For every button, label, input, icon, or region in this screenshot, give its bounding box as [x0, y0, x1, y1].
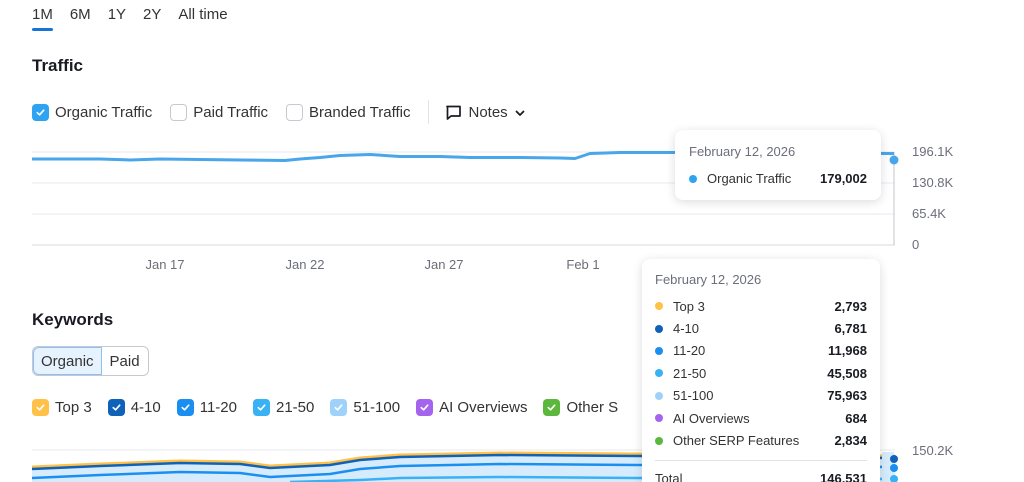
toggle-label: 11-20 [199, 399, 237, 416]
tooltip-value: 2,834 [834, 433, 867, 449]
11-20-dot-icon [655, 346, 663, 355]
checkbox-checked-icon[interactable] [107, 399, 125, 416]
tooltip-row: AI Overviews 684 [655, 407, 867, 429]
traffic-title: Traffic [32, 56, 84, 75]
traffic-tooltip: February 12, 2026 Organic Traffic 179,00… [675, 130, 881, 200]
tooltip-row: 4-10 6,781 [655, 317, 867, 339]
tooltip-total-label: Total [655, 470, 683, 482]
ai-overviews-dot-icon [655, 414, 663, 423]
y-tick: 130.8K [912, 175, 954, 190]
checkbox-unchecked-icon[interactable] [170, 103, 188, 121]
tooltip-row: Top 3 2,793 [655, 295, 867, 317]
tooltip-label: Top 3 [673, 298, 705, 314]
tooltip-label: Other SERP Features [673, 433, 800, 449]
toggle-label: 21-50 [276, 399, 315, 416]
toggle-21-50[interactable]: 21-50 [253, 399, 314, 416]
hover-point [889, 155, 899, 165]
keyword-series-toggles: Top 3 4-10 11-20 21-50 51-100 AI Overvie… [32, 399, 634, 416]
toggle-other-serp-features[interactable]: Other S [543, 399, 618, 416]
toggle-label: 51-100 [353, 399, 401, 416]
keywords-title: Keywords [32, 310, 114, 329]
period-tab-1y[interactable]: 1Y [107, 6, 127, 23]
tooltip-label: Organic Traffic [707, 171, 792, 186]
toggle-top-3[interactable]: Top 3 [32, 399, 92, 416]
tooltip-value: 75,963 [827, 388, 867, 404]
tooltip-row: 21-50 45,508 [655, 362, 867, 384]
tooltip-row: 51-100 75,963 [655, 385, 867, 407]
checkbox-checked-icon[interactable] [253, 399, 270, 416]
checkbox-checked-icon[interactable] [32, 103, 49, 121]
checkbox-checked-icon[interactable] [32, 399, 49, 416]
segment-paid[interactable]: Paid [109, 352, 140, 370]
toggle-label: Other S [566, 399, 619, 416]
comment-icon [446, 105, 462, 120]
toggle-ai-overviews[interactable]: AI Overviews [416, 399, 527, 416]
tooltip-value: 2,793 [834, 298, 867, 314]
tooltip-row: Other SERP Features 2,834 [655, 429, 867, 451]
other-serp-dot-icon [655, 436, 663, 445]
tooltip-total-row: Total 146,531 [655, 471, 867, 482]
toggle-paid-traffic[interactable]: Paid Traffic [170, 103, 269, 121]
checkbox-checked-icon[interactable] [543, 399, 561, 416]
y-tick: 0 [912, 237, 920, 252]
tooltip-label: AI Overviews [673, 410, 750, 426]
tooltip-label: 4-10 [673, 321, 700, 337]
toggle-label: Paid Traffic [193, 103, 269, 121]
51-100-dot-icon [655, 391, 663, 400]
tooltip-divider [655, 459, 867, 461]
organic-dot-icon [689, 174, 697, 183]
y-tick: 196.1K [912, 144, 954, 159]
y-tick: 150.2K [912, 443, 954, 458]
divider [428, 100, 430, 124]
segment-organic[interactable]: Organic [33, 347, 102, 375]
toggle-label: AI Overviews [439, 399, 528, 416]
toggle-organic-traffic[interactable]: Organic Traffic [32, 103, 153, 121]
toggle-label: 4-10 [130, 399, 161, 416]
4-10-dot-icon [655, 324, 663, 333]
tooltip-total-value: 146,531 [820, 470, 867, 482]
tooltip-label: 51-100 [673, 388, 714, 404]
checkbox-checked-icon[interactable] [416, 399, 434, 416]
toggle-branded-traffic[interactable]: Branded Traffic [286, 103, 411, 121]
tooltip-label: 21-50 [673, 365, 707, 381]
x-tick: Jan 27 [424, 257, 464, 272]
tooltip-label: 11-20 [673, 343, 706, 359]
21-50-dot-icon [655, 369, 663, 378]
period-tab-all-time[interactable]: All time [178, 6, 228, 23]
tooltip-row: 11-20 11,968 [655, 340, 867, 362]
x-tick: Feb 1 [566, 257, 600, 272]
checkbox-unchecked-icon[interactable] [286, 103, 304, 121]
period-tabs: 1M 6M 1Y 2Y All time [32, 4, 245, 31]
period-tab-6m[interactable]: 6M [69, 6, 91, 23]
period-tab-2y[interactable]: 2Y [143, 6, 162, 23]
tooltip-date: February 12, 2026 [655, 272, 762, 287]
toggle-label: Branded Traffic [309, 103, 411, 121]
period-tab-1m[interactable]: 1M [32, 6, 53, 31]
tooltip-value: 179,002 [820, 171, 867, 186]
tooltip-value: 45,508 [827, 365, 867, 381]
toggle-label: Organic Traffic [55, 103, 153, 121]
top-3-dot-icon [655, 302, 663, 311]
toggle-11-20[interactable]: 11-20 [176, 399, 237, 416]
keywords-tooltip: February 12, 2026 Top 3 2,793 4-10 6,781… [642, 259, 880, 482]
notes-label: Notes [468, 103, 508, 121]
checkbox-checked-icon[interactable] [330, 399, 348, 416]
x-tick: Jan 22 [285, 257, 325, 272]
traffic-series-toggles: Organic Traffic Paid Traffic Branded Tra… [32, 100, 532, 124]
tooltip-value: 6,781 [834, 321, 867, 337]
toggle-label: Top 3 [55, 399, 92, 416]
checkbox-checked-icon[interactable] [176, 399, 194, 416]
x-tick: Jan 17 [145, 257, 185, 272]
keywords-type-switch: Organic Paid [32, 346, 149, 376]
toggle-4-10[interactable]: 4-10 [107, 399, 161, 416]
tooltip-value: 684 [845, 410, 867, 426]
toggle-51-100[interactable]: 51-100 [330, 399, 400, 416]
tooltip-date: February 12, 2026 [689, 144, 796, 159]
y-tick: 65.4K [912, 206, 946, 221]
tooltip-value: 11,968 [827, 343, 867, 359]
chevron-down-icon [515, 110, 525, 116]
notes-dropdown[interactable]: Notes [445, 104, 531, 121]
